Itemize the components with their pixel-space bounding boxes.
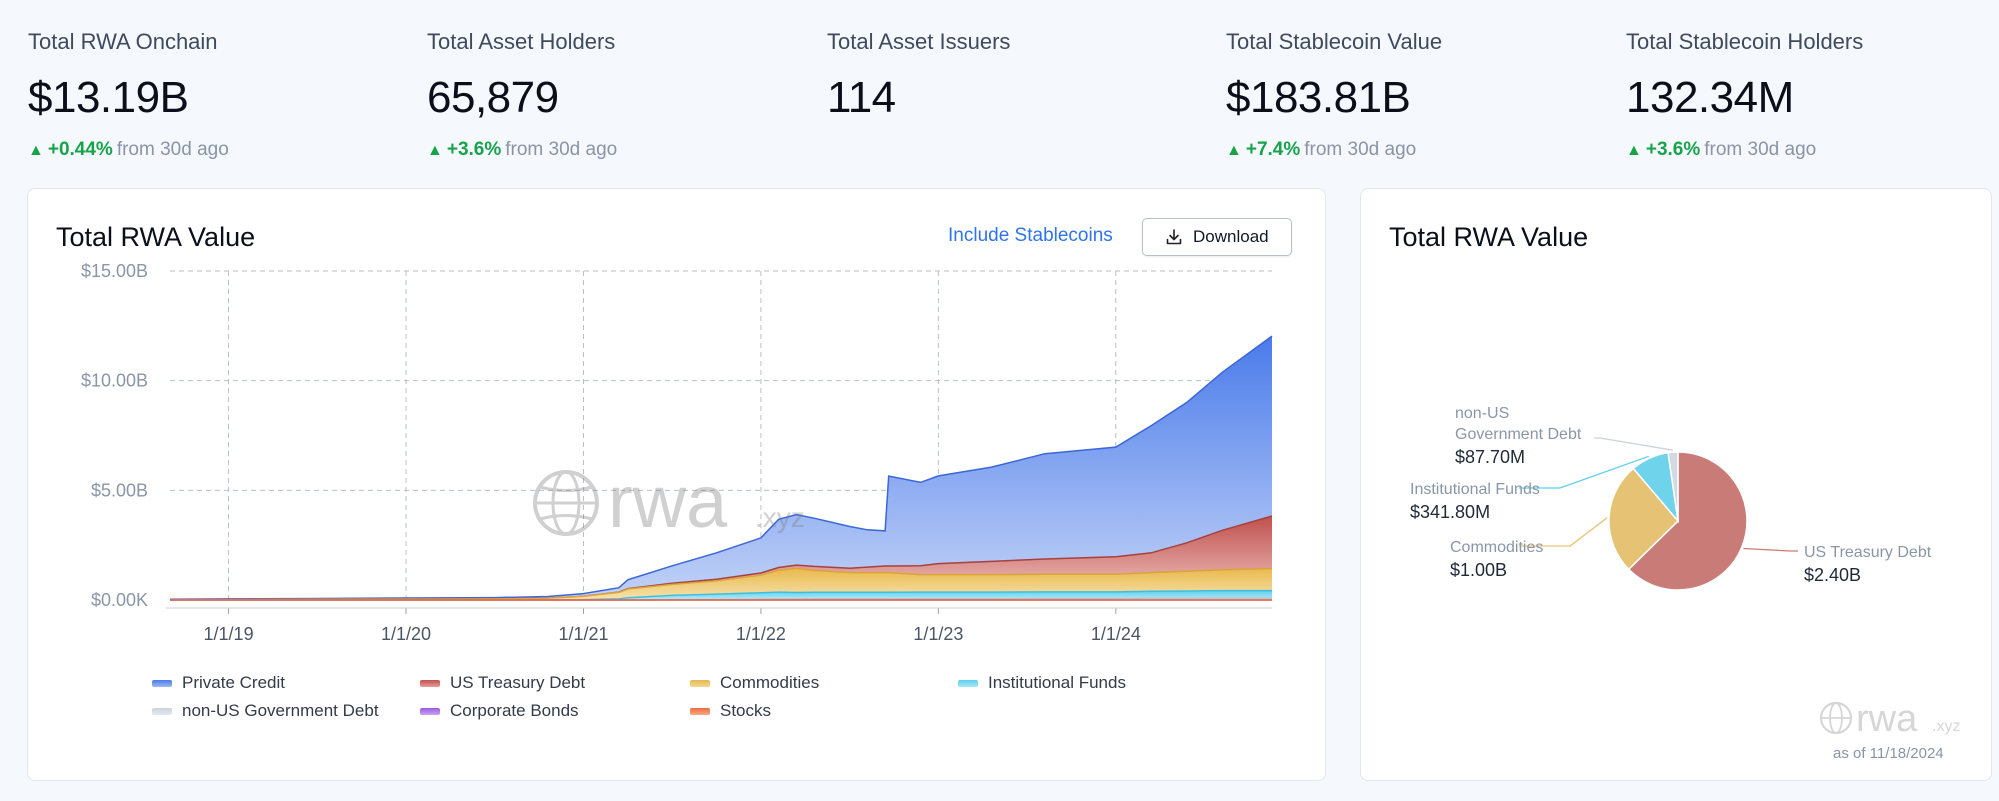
- stat-total-stablecoin-holders: Total Stablecoin Holders 132.34M ▲ +3.6% f…: [1626, 28, 1999, 163]
- stat-total-rwa-onchain: Total RWA Onchain $13.19B ▲ +0.44% from 30…: [28, 28, 408, 163]
- up-arrow-icon: ▲: [1226, 142, 1242, 159]
- stat-delta: ▲ +3.6% from 30d ago: [427, 138, 807, 163]
- stat-delta: ▲ +0.44% from 30d ago: [28, 138, 408, 163]
- download-label: Download: [1193, 227, 1269, 246]
- legend-label: Stocks: [720, 701, 772, 720]
- stat-value: $13.19B: [28, 73, 189, 122]
- legend-institutional-funds[interactable]: Institutional Funds: [958, 672, 1126, 694]
- legend-label: Corporate Bonds: [450, 701, 579, 720]
- legend-label: Private Credit: [182, 673, 285, 692]
- stat-label: Total Asset Holders: [427, 29, 616, 54]
- stat-value: 114: [827, 73, 896, 122]
- legend-corporate-bonds[interactable]: Corporate Bonds: [420, 700, 579, 722]
- up-arrow-icon: ▲: [1626, 142, 1642, 159]
- legend-label: non-US Government Debt: [182, 701, 379, 720]
- legend-swatch: [690, 707, 710, 715]
- stat-total-asset-holders: Total Asset Holders 65,879 ▲ +3.6% from 30…: [427, 28, 807, 163]
- stat-total-asset-issuers: Total Asset Issuers 114: [827, 28, 1207, 126]
- stat-value: 132.34M: [1626, 73, 1794, 122]
- stats-row: Total RWA Onchain $13.19B ▲ +0.44% from 30…: [0, 0, 1999, 170]
- legend-swatch: [152, 707, 172, 715]
- legend-commodities[interactable]: Commodities: [690, 672, 819, 694]
- legend-swatch: [152, 679, 172, 687]
- up-arrow-icon: ▲: [427, 142, 443, 159]
- legend-non-us-government-debt[interactable]: non-US Government Debt: [152, 700, 379, 722]
- download-icon: [1166, 229, 1182, 245]
- delta-suffix: from 30d ago: [116, 139, 229, 160]
- legend-label: Commodities: [720, 673, 820, 692]
- legend-us-treasury-debt[interactable]: US Treasury Debt: [420, 672, 585, 694]
- pie-chart-title: Total RWA Value: [1389, 222, 1589, 252]
- stat-value: 65,879: [427, 73, 559, 122]
- legend-private-credit[interactable]: Private Credit: [152, 672, 285, 694]
- legend-swatch: [690, 679, 710, 687]
- area-chart-title: Total RWA Value: [56, 222, 256, 252]
- delta-percent: +7.4%: [1245, 139, 1301, 160]
- legend-label: Institutional Funds: [988, 673, 1126, 692]
- up-arrow-icon: ▲: [28, 142, 44, 159]
- as-of-date: as of 11/18/2024: [1833, 745, 1944, 762]
- pie-chart-card: [1360, 188, 1992, 781]
- stat-label: Total Asset Issuers: [827, 29, 1011, 54]
- stat-label: Total Stablecoin Holders: [1626, 29, 1864, 54]
- legend-label: US Treasury Debt: [450, 673, 586, 692]
- stat-label: Total Stablecoin Value: [1226, 29, 1443, 54]
- stat-delta: ▲ +3.6% from 30d ago: [1626, 138, 1999, 163]
- stat-value: $183.81B: [1226, 73, 1411, 122]
- delta-suffix: from 30d ago: [1704, 139, 1817, 160]
- stat-delta: ▲ +7.4% from 30d ago: [1226, 138, 1606, 163]
- delta-percent: +0.44%: [47, 139, 113, 160]
- legend-swatch: [420, 679, 440, 687]
- stat-total-stablecoin-value: Total Stablecoin Value $183.81B ▲ +7.4% fr…: [1226, 28, 1606, 163]
- delta-percent: +3.6%: [1645, 139, 1701, 160]
- legend-swatch: [420, 707, 440, 715]
- delta-suffix: from 30d ago: [505, 139, 618, 160]
- download-button[interactable]: Download: [1142, 218, 1292, 256]
- legend-swatch: [958, 679, 978, 687]
- delta-suffix: from 30d ago: [1304, 139, 1417, 160]
- delta-percent: +3.6%: [446, 139, 502, 160]
- area-chart-legend: Private Credit US Treasury Debt Commodit…: [152, 672, 1152, 732]
- legend-stocks[interactable]: Stocks: [690, 700, 771, 722]
- stat-label: Total RWA Onchain: [28, 29, 218, 54]
- include-stablecoins-toggle[interactable]: Include Stablecoins: [948, 225, 1113, 246]
